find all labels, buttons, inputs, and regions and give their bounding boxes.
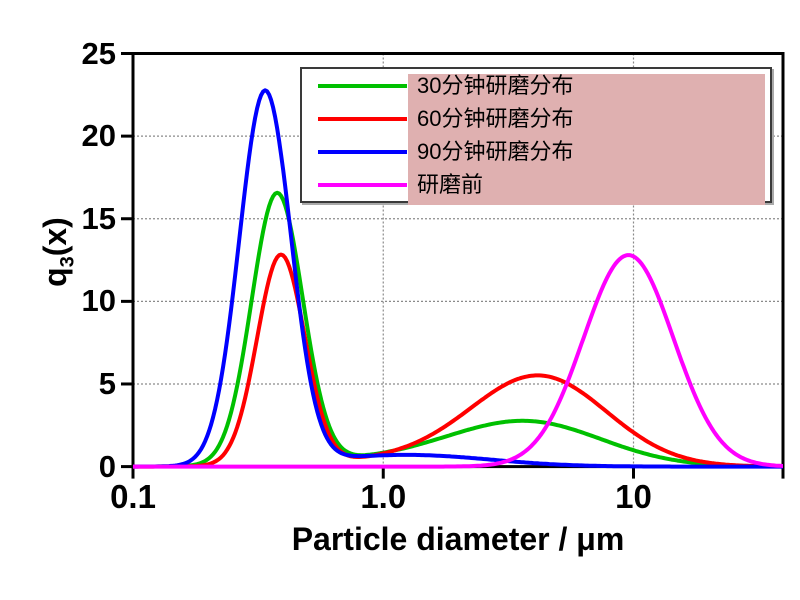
y-axis-title: q3(x)	[37, 152, 79, 352]
x-tick-label: 1.0	[360, 478, 407, 515]
y-tick-label: 20	[81, 118, 116, 154]
legend-line-swatch	[318, 182, 407, 187]
legend-item: 30分钟研磨分布	[300, 69, 772, 102]
legend-item: 研磨前	[300, 168, 772, 201]
y-tick-label: 5	[98, 365, 116, 401]
legend-label: 90分钟研磨分布	[417, 138, 574, 164]
legend-highlight	[408, 74, 765, 205]
curve-series-2	[133, 252, 783, 469]
legend-item: 60分钟研磨分布	[300, 102, 772, 135]
legend-label: 60分钟研磨分布	[417, 105, 574, 131]
legend-line-swatch	[318, 83, 407, 88]
curve-series-1	[133, 190, 783, 469]
y-tick-label: 15	[81, 200, 116, 236]
x-axis-title: Particle diameter / μm	[291, 521, 625, 557]
curve-series-4	[133, 253, 783, 469]
legend-line-swatch	[318, 149, 407, 154]
y-axis-title-subscript: 3	[56, 256, 79, 268]
legend-label: 研磨前	[417, 171, 484, 197]
curve-series-3	[133, 88, 783, 469]
legend-label: 30分钟研磨分布	[417, 72, 574, 98]
y-tick-label: 25	[81, 35, 116, 71]
y-tick-label: 0	[98, 448, 116, 484]
x-tick-label: 0.1	[110, 478, 156, 515]
y-tick-label: 10	[81, 283, 116, 319]
legend-item: 90分钟研磨分布	[300, 135, 772, 168]
legend-line-swatch	[318, 116, 407, 121]
x-tick-label: 10	[615, 478, 652, 515]
legend: 30分钟研磨分布 60分钟研磨分布 90分钟研磨分布 研磨前	[300, 69, 772, 201]
